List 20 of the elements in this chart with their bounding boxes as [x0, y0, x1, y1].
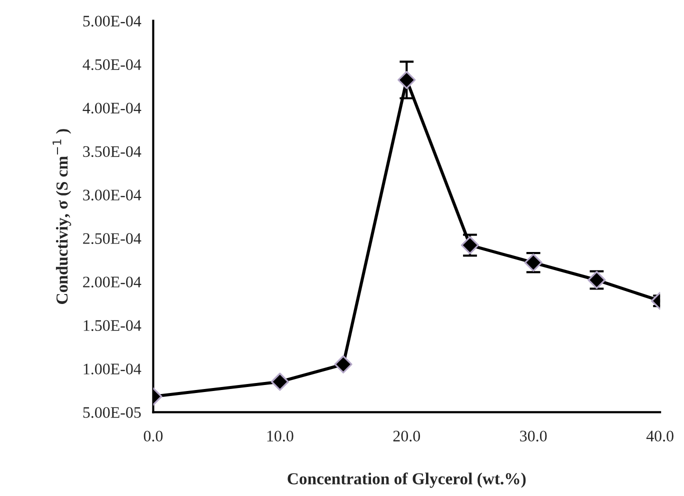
y-tick-label: 1.00E-04: [84, 364, 142, 374]
x-tick-label: 0.0: [144, 430, 163, 442]
y-tick-label: 2.00E-04: [83, 276, 142, 288]
point: [270, 372, 289, 391]
x-tick-label: 30.0: [520, 430, 547, 442]
y-tick-label: 3.50E-04: [83, 146, 142, 158]
x-tick-label: 40.0: [646, 430, 674, 442]
y-tick-label: 1.50E-04: [84, 320, 142, 331]
y-tick-label: 5.00E-04: [83, 16, 142, 27]
x-tick-label: 10.0: [267, 430, 294, 442]
point: [398, 70, 416, 90]
y-tick-label: 2.50E-04: [83, 233, 142, 244]
y-tick-label: 5.00E-05: [83, 407, 141, 418]
point: [334, 355, 352, 374]
y-tick-label: 4.50E-04: [82, 59, 142, 70]
y-tick-label: 3.00E-04: [83, 190, 142, 201]
x-axis-title: Concentration of Glycerol (wt.%): [288, 472, 526, 488]
x-tick-label: 20.0: [393, 430, 420, 442]
y-axis-title: Conductiviy, σ (S cm$^{−1}$ ): [52, 129, 72, 304]
y-tick-label: 4.00E-04: [82, 102, 142, 114]
